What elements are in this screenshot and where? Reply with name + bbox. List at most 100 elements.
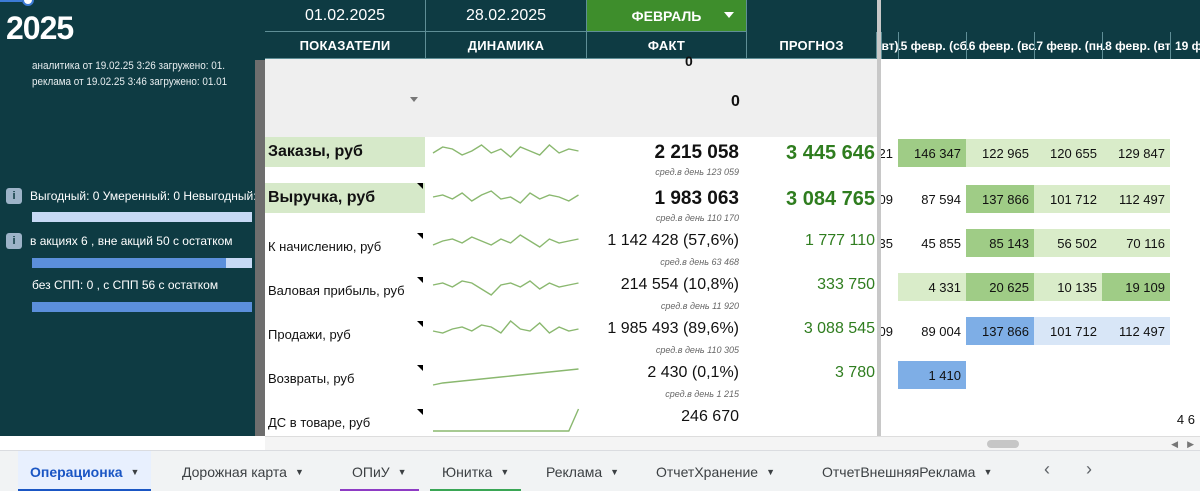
- day-value[interactable]: 35: [881, 235, 893, 251]
- forecast-value: 1 777 110: [805, 232, 875, 249]
- ads-status: реклама от 19.02.25 3:46 загружено: 01.0…: [32, 76, 228, 88]
- spp-info: без СПП: 0 , с СПП 56 с остатком: [32, 278, 218, 292]
- chevron-down-icon[interactable]: [410, 97, 418, 102]
- day-value[interactable]: 146 347: [898, 139, 966, 167]
- chevron-down-icon[interactable]: ▼: [766, 466, 776, 477]
- chevron-down-icon[interactable]: ▼: [983, 466, 993, 477]
- day-value[interactable]: 45 855: [921, 235, 961, 251]
- chevron-down-icon[interactable]: ▼: [294, 466, 304, 477]
- frozen-columns-divider[interactable]: [877, 0, 881, 436]
- tab-label: Операционка: [30, 463, 123, 480]
- selection-handle[interactable]: [22, 0, 34, 6]
- selection-line: [0, 0, 22, 2]
- day-value[interactable]: 09: [881, 323, 893, 339]
- tab-4[interactable]: Юнитка ▼: [430, 451, 522, 491]
- sparkline: [432, 280, 579, 296]
- sparkline-line: [432, 280, 579, 296]
- row-label-text: Возвраты, руб: [268, 370, 355, 386]
- fact-value: 1 985 493 (89,6%): [607, 320, 739, 337]
- fact-value: 246 670: [681, 408, 739, 425]
- chevron-down-icon: [724, 12, 734, 18]
- daily-average: сред.в день 11 920: [660, 301, 739, 311]
- sparkline: [433, 408, 580, 432]
- note-indicator[interactable]: [417, 321, 423, 327]
- note-indicator[interactable]: [417, 365, 423, 371]
- day-value[interactable]: 19 109: [1102, 273, 1170, 301]
- day-value[interactable]: 101 712: [1034, 185, 1102, 213]
- day-header: вт): [881, 32, 898, 59]
- tab-6[interactable]: ОтчетХранение ▼: [644, 451, 787, 491]
- profitability-text: Выгодный: 0 Умеренный: 0 Невыгодный:: [30, 189, 257, 203]
- tab-underline: [430, 489, 522, 491]
- note-indicator[interactable]: [417, 233, 423, 239]
- day-value[interactable]: 85 143: [966, 229, 1034, 257]
- info-icon[interactable]: i: [6, 188, 22, 204]
- fact-value: 1 983 063: [654, 188, 739, 209]
- day-value[interactable]: 87 594: [921, 191, 961, 207]
- row-label: Валовая прибыль, руб: [265, 277, 425, 303]
- date-from[interactable]: 01.02.2025: [265, 0, 426, 32]
- day-value[interactable]: 4 331: [898, 273, 966, 301]
- tab-label: ОтчетХранение: [656, 463, 759, 480]
- day-value[interactable]: 1 410: [898, 361, 966, 389]
- day-value[interactable]: 09: [881, 191, 893, 207]
- row-label: Возвраты, руб: [265, 365, 425, 391]
- tab-7[interactable]: ОтчетВнешняяРеклама ▼: [810, 451, 1004, 491]
- day-value[interactable]: 101 712: [1034, 317, 1102, 345]
- tab-2[interactable]: Дорожная карта ▼: [170, 451, 316, 491]
- chevron-down-icon[interactable]: ▼: [130, 466, 140, 477]
- day-value[interactable]: 112 497: [1102, 317, 1170, 345]
- tab-label: Юнитка: [442, 463, 493, 480]
- chevron-down-icon[interactable]: ▼: [610, 466, 620, 477]
- row-label-text: Валовая прибыль, руб: [268, 282, 405, 298]
- note-indicator[interactable]: [417, 277, 423, 283]
- col-fact: ФАКТ: [587, 32, 747, 59]
- sparkline: [432, 234, 579, 248]
- day-value[interactable]: 4 6: [1176, 411, 1195, 427]
- sparkline: [432, 368, 579, 386]
- chevron-down-icon[interactable]: ▼: [397, 466, 407, 477]
- day-value[interactable]: 112 497: [1102, 185, 1170, 213]
- day-value[interactable]: 20 625: [966, 273, 1034, 301]
- scroll-right-icon[interactable]: ▶: [1187, 439, 1194, 449]
- scroll-left-icon[interactable]: ◀: [1171, 439, 1178, 449]
- day-value[interactable]: 10 135: [1034, 273, 1102, 301]
- row-label-text: ДС в товаре, руб: [268, 414, 371, 430]
- day-value[interactable]: 21: [881, 145, 893, 161]
- day-value[interactable]: 122 965: [966, 139, 1034, 167]
- promo-bar: [32, 258, 252, 268]
- tab-next-icon[interactable]: ›: [1086, 459, 1092, 479]
- day-value[interactable]: 120 655: [1034, 139, 1102, 167]
- sparkline-line: [432, 234, 579, 248]
- fact-value: 2 215 058: [654, 142, 739, 163]
- note-indicator[interactable]: [417, 183, 423, 189]
- sparkline-line: [432, 190, 579, 204]
- note-indicator[interactable]: [417, 409, 423, 415]
- header: 01.02.2025 28.02.2025 ФЕВРАЛЬ ПОКАЗАТЕЛИ…: [265, 0, 1200, 59]
- month-label: ФЕВРАЛЬ: [631, 7, 702, 24]
- filter-area: 0 0: [265, 53, 877, 137]
- day-value[interactable]: 89 004: [921, 323, 961, 339]
- day-value[interactable]: 129 847: [1102, 139, 1170, 167]
- chevron-down-icon[interactable]: ▼: [500, 466, 510, 477]
- tab-5[interactable]: Реклама ▼: [534, 451, 631, 491]
- day-value[interactable]: 137 866: [966, 317, 1034, 345]
- forecast-value: 333 750: [817, 276, 875, 293]
- day-value[interactable]: 70 116: [1102, 229, 1170, 257]
- month-dropdown[interactable]: ФЕВРАЛЬ: [587, 0, 747, 32]
- tab-3[interactable]: ОПиУ ▼: [340, 451, 419, 491]
- scroll-thumb[interactable]: [987, 440, 1019, 448]
- tab-label: Реклама: [546, 463, 603, 480]
- tab-1[interactable]: Операционка ▼: [18, 451, 152, 491]
- info-icon[interactable]: i: [6, 233, 22, 249]
- left-gutter: [255, 60, 265, 436]
- day-value[interactable]: 137 866: [966, 185, 1034, 213]
- promo-bar-fill: [32, 258, 226, 268]
- tab-prev-icon[interactable]: ‹: [1044, 459, 1050, 479]
- row-label: К начислению, руб: [265, 233, 425, 259]
- date-to[interactable]: 28.02.2025: [426, 0, 587, 32]
- top-value: 0: [685, 53, 693, 69]
- horizontal-scrollbar[interactable]: ◀ ▶: [265, 436, 1200, 450]
- day-value[interactable]: 56 502: [1034, 229, 1102, 257]
- sheet-tabs: Операционка ▼ Дорожная карта ▼ ОПиУ ▼ Юнитка ▼ Р…: [0, 450, 1200, 491]
